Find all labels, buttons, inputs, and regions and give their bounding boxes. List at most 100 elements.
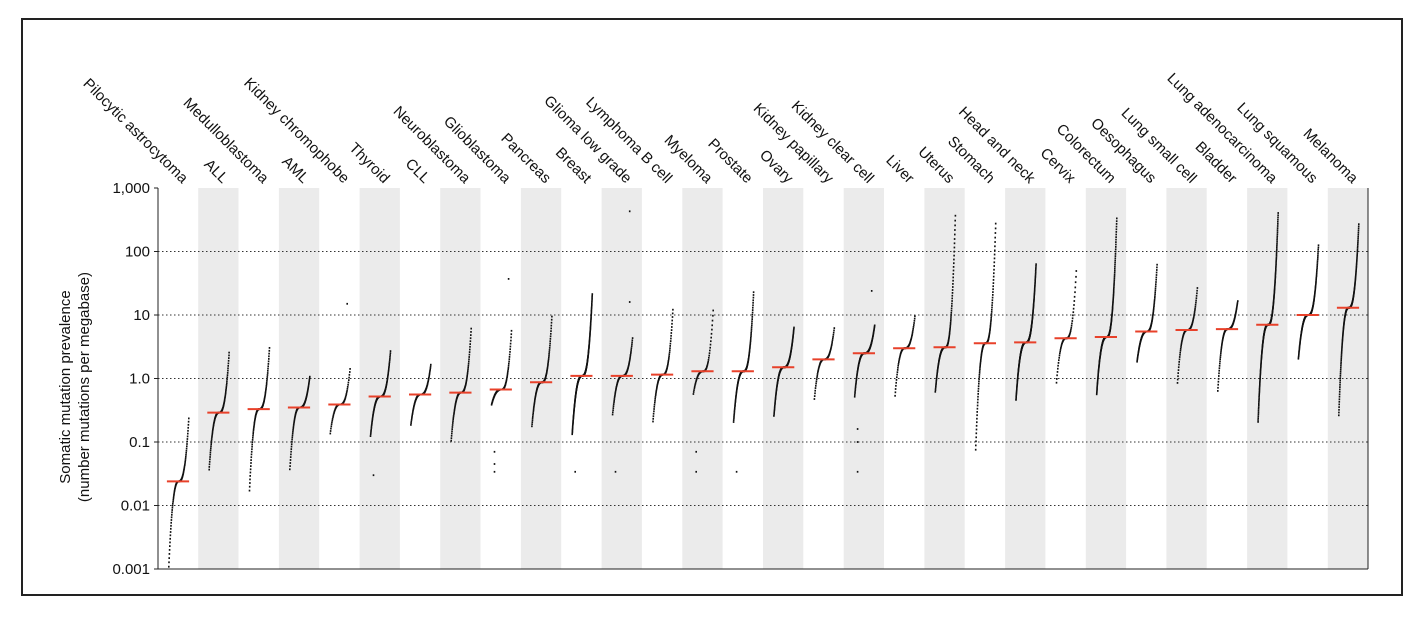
data-point [976, 414, 978, 417]
data-point [1313, 293, 1316, 296]
data-point [856, 370, 859, 373]
data-point [1033, 294, 1036, 296]
data-point [1196, 287, 1199, 289]
data-point [451, 426, 454, 428]
data-point [1273, 289, 1276, 292]
data-point [1338, 411, 1340, 414]
data-point [896, 376, 898, 379]
data-point [1154, 287, 1157, 290]
data-point [1178, 356, 1181, 358]
data-point [1342, 329, 1345, 332]
data-point [1113, 287, 1115, 290]
data-point [988, 333, 991, 336]
data-point [534, 399, 536, 402]
data-point [1059, 352, 1061, 355]
data-point [1097, 371, 1100, 373]
data-point [571, 428, 574, 431]
data-point [1299, 338, 1302, 341]
data-point [994, 249, 996, 252]
data-point [666, 366, 669, 368]
data-point [331, 417, 334, 420]
data-point [976, 401, 979, 404]
data-point [1072, 307, 1075, 310]
data-point [1181, 338, 1184, 341]
data-point [816, 374, 819, 377]
data-point [1315, 278, 1317, 280]
data-point [1153, 302, 1156, 304]
data-point [614, 390, 617, 393]
data-point [589, 333, 591, 336]
data-point [733, 408, 736, 410]
data-point [1316, 260, 1319, 263]
data-point [735, 394, 737, 396]
data-point [1317, 252, 1319, 255]
data-point [991, 299, 994, 302]
data-point [1339, 386, 1341, 388]
data-point [591, 301, 593, 303]
data-point [934, 389, 937, 391]
data-point [333, 412, 335, 414]
data-point [1016, 382, 1019, 384]
data-point [294, 415, 296, 418]
data-point [505, 380, 507, 383]
data-point [954, 233, 956, 236]
data-point [1151, 319, 1153, 322]
data-point [1152, 309, 1155, 312]
data-point [711, 328, 713, 331]
data-point [1258, 385, 1261, 387]
data-point [1219, 354, 1222, 357]
data-point [1219, 356, 1222, 358]
data-point [1341, 347, 1343, 350]
data-point [551, 315, 553, 318]
data-point [466, 371, 469, 374]
data-point [1357, 241, 1359, 244]
data-point [992, 288, 994, 291]
data-point [588, 337, 591, 340]
data-point [223, 400, 226, 403]
data-point [1273, 297, 1275, 300]
data-point [993, 261, 996, 264]
data-point [1110, 316, 1113, 319]
data-point [991, 304, 993, 307]
data-point [1179, 349, 1182, 352]
data-point [976, 421, 978, 424]
data-point [548, 354, 550, 357]
data-point [1276, 235, 1279, 237]
outlier-point [614, 470, 617, 473]
data-point [1113, 281, 1115, 283]
data-point [627, 365, 630, 367]
data-point [429, 368, 431, 371]
data-point [171, 513, 173, 516]
data-point [411, 415, 413, 418]
data-point [1096, 380, 1099, 383]
data-point [949, 321, 952, 324]
data-point [182, 471, 185, 474]
data-point [371, 417, 374, 420]
data-point [548, 351, 551, 353]
data-point [168, 553, 171, 555]
data-point [172, 502, 174, 505]
data-point [1275, 264, 1277, 267]
data-point [1275, 256, 1278, 259]
data-point [953, 250, 955, 253]
data-point [936, 374, 938, 377]
data-point [653, 410, 655, 413]
data-point [1096, 383, 1099, 385]
data-point [1114, 250, 1117, 253]
data-point [330, 427, 332, 430]
data-point [223, 401, 225, 404]
data-point [749, 343, 752, 345]
data-point [670, 337, 672, 340]
outlier-point [493, 450, 496, 453]
data-point [182, 472, 185, 475]
data-point [170, 519, 173, 521]
data-point [1096, 392, 1098, 394]
data-point [711, 324, 713, 327]
data-point [588, 342, 591, 345]
data-point [1221, 341, 1223, 344]
data-point [910, 338, 912, 340]
data-point [656, 385, 658, 388]
data-point [1235, 309, 1238, 312]
data-point [345, 394, 347, 397]
data-point [469, 345, 471, 348]
